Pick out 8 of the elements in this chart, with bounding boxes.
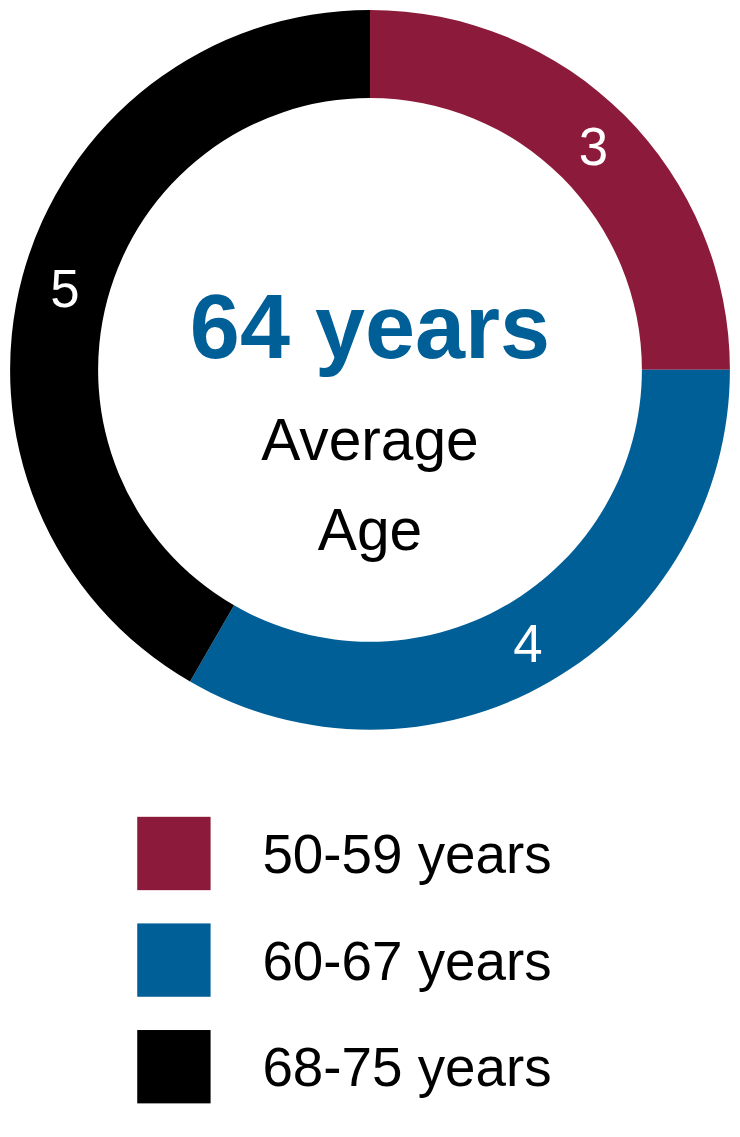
text: 64 years bbox=[189, 276, 551, 377]
data-label: 5 bbox=[50, 258, 80, 318]
legend-label: 50-59 years bbox=[262, 822, 552, 885]
text: Average Age bbox=[261, 406, 479, 562]
data-label: 4 bbox=[513, 613, 543, 673]
legend-label: 68-75 years bbox=[262, 1036, 552, 1099]
data-label: 3 bbox=[578, 116, 609, 176]
legend-label: 60-67 years bbox=[262, 929, 552, 992]
